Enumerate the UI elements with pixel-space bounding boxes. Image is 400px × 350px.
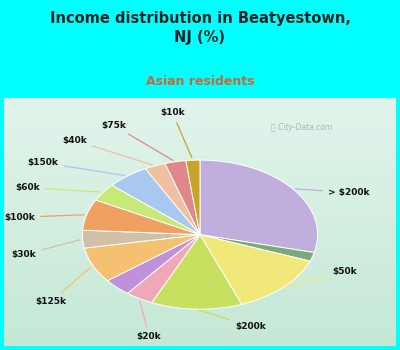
Text: $60k: $60k <box>15 183 100 192</box>
Wedge shape <box>186 160 200 234</box>
Text: > $200k: > $200k <box>295 188 370 197</box>
Text: $75k: $75k <box>101 121 173 160</box>
Text: Asian residents: Asian residents <box>146 75 254 88</box>
Text: $50k: $50k <box>286 267 357 287</box>
Text: $40k: $40k <box>62 136 152 165</box>
Wedge shape <box>200 160 318 252</box>
Text: $150k: $150k <box>28 158 125 176</box>
Wedge shape <box>96 185 200 234</box>
Text: $30k: $30k <box>11 240 80 259</box>
Wedge shape <box>128 234 200 303</box>
Wedge shape <box>200 234 314 261</box>
Wedge shape <box>83 200 200 235</box>
Wedge shape <box>82 230 200 248</box>
Wedge shape <box>112 169 200 234</box>
Wedge shape <box>108 234 200 293</box>
Wedge shape <box>200 234 310 304</box>
Wedge shape <box>165 161 200 234</box>
Text: $100k: $100k <box>4 213 84 222</box>
Wedge shape <box>84 234 200 281</box>
Text: $125k: $125k <box>36 267 91 306</box>
Text: $200k: $200k <box>199 310 266 331</box>
Text: ⓘ City-Data.com: ⓘ City-Data.com <box>271 123 332 132</box>
Wedge shape <box>145 163 200 235</box>
Wedge shape <box>152 234 242 309</box>
Text: $10k: $10k <box>160 108 192 158</box>
Text: $20k: $20k <box>137 301 161 341</box>
Text: Income distribution in Beatyestown,
NJ (%): Income distribution in Beatyestown, NJ (… <box>50 10 350 45</box>
